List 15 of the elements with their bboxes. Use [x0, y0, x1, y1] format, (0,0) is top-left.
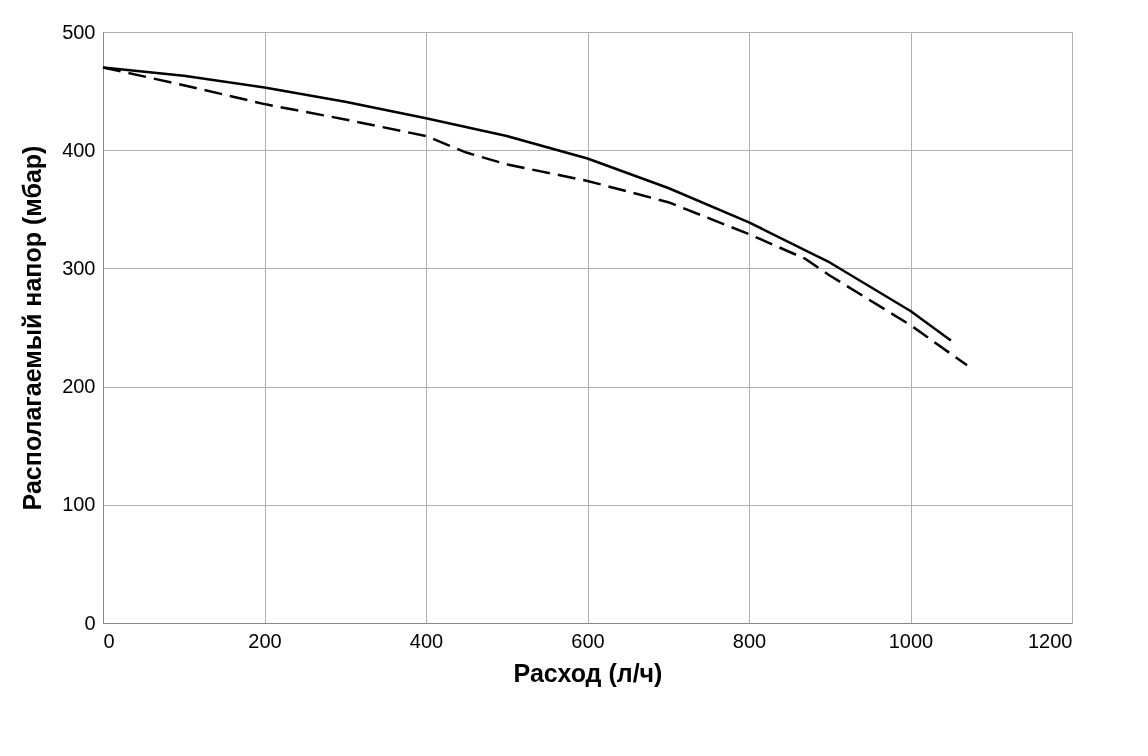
y-tick-label: 500 — [62, 20, 96, 43]
x-tick-label: 400 — [409, 629, 444, 652]
x-tick-label: 1200 — [1028, 629, 1073, 652]
x-tick-label: 0 — [103, 629, 115, 652]
y-tick-label: 400 — [62, 138, 96, 161]
x-tick-label: 200 — [248, 629, 282, 652]
y-tick-label: 0 — [84, 611, 96, 634]
x-tick-label: 800 — [732, 629, 767, 652]
x-tick-label: 600 — [571, 629, 605, 652]
y-tick-label: 200 — [62, 375, 96, 398]
y-tick-label: 100 — [62, 493, 96, 516]
y-axis-title: Располагаемый напор (мбар) — [18, 145, 47, 511]
x-tick-label: 1000 — [888, 629, 934, 652]
x-axis-title: Расход (л/ч) — [513, 658, 663, 687]
y-tick-label: 300 — [62, 256, 96, 279]
